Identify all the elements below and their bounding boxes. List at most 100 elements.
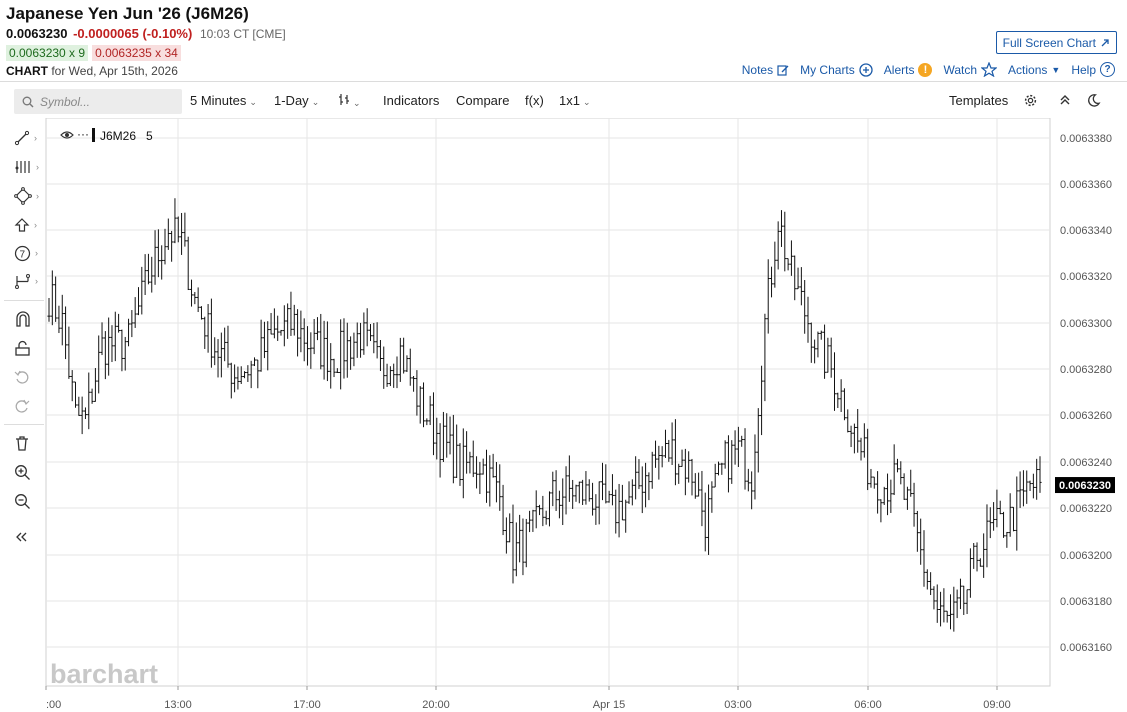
chart-legend[interactable]: ··· J6M26 5 (60, 127, 153, 143)
ohlc-bar (110, 325, 114, 363)
ohlc-bar (160, 245, 164, 280)
ohlc-bar (527, 510, 532, 533)
ohlc-bar (382, 346, 386, 389)
function-button[interactable]: f(x) (525, 93, 544, 108)
search-icon (22, 96, 34, 107)
ohlc-bar (713, 463, 717, 488)
ohlc-bar (322, 320, 326, 380)
ohlc-bar (428, 395, 432, 426)
fib-tool-button[interactable]: › (14, 156, 44, 178)
ohlc-bar (972, 543, 976, 569)
ohlc-bar (763, 313, 767, 402)
range-dropdown[interactable]: 1-Day ⌄ (274, 93, 319, 108)
ohlc-bar (663, 429, 668, 458)
top-links: Notes My Charts Alerts ! Watch Actions ▼… (742, 62, 1115, 77)
ohlc-bar (875, 471, 880, 514)
zoom-out-button[interactable] (14, 490, 44, 512)
ohlc-bar (349, 336, 353, 370)
help-link[interactable]: Help ? (1071, 62, 1115, 77)
alerts-link[interactable]: Alerts ! (884, 62, 933, 77)
help-label: Help (1071, 62, 1096, 77)
ohlc-bar (130, 310, 134, 338)
ohlc-bar (156, 229, 160, 278)
ohlc-bar (358, 322, 363, 358)
ohlc-bar (624, 499, 628, 533)
dark-mode-toggle[interactable] (1086, 93, 1101, 111)
line-tool-button[interactable]: › (14, 127, 44, 149)
tool-divider (4, 300, 44, 301)
ohlc-bar (597, 481, 601, 525)
ohlc-bar (398, 337, 402, 382)
ohlc-bar (700, 470, 704, 527)
redo-button[interactable] (14, 395, 44, 417)
ohlc-bar (402, 337, 406, 374)
magnet-icon (16, 311, 30, 327)
ohlc-bar (233, 364, 237, 393)
ohlc-bar (1005, 531, 1009, 548)
ohlc-bar (319, 313, 323, 370)
ohlc-bar (849, 425, 853, 448)
ohlc-bar (1018, 471, 1022, 508)
measure-tool-button[interactable]: › (14, 270, 44, 292)
price-chart[interactable]: barchart 0.0063380 0.0063360 0.0063340 0.00… (0, 117, 1127, 712)
star-icon (981, 62, 998, 77)
lock-button[interactable] (14, 337, 44, 359)
y-tick-label: 0.0063280 (1060, 364, 1112, 376)
compare-button[interactable]: Compare (456, 93, 510, 108)
ohlc-bar (508, 513, 512, 543)
ohlc-bar (242, 371, 247, 379)
delete-button[interactable] (14, 432, 44, 454)
ohlc-bar (902, 473, 906, 500)
ohlc-bar (839, 379, 843, 412)
ohlc-bar (388, 366, 392, 387)
symbol-search-input[interactable]: Symbol... (14, 89, 182, 114)
templates-button[interactable]: Templates (949, 93, 1009, 108)
ohlc-bar (166, 218, 170, 250)
last-price-tag-label: 0.0063230 (1059, 480, 1111, 492)
my-charts-link[interactable]: My Charts (800, 63, 873, 77)
ohlc-bar (958, 578, 963, 610)
ohlc-bar (196, 287, 200, 313)
ohlc-bar (793, 255, 797, 301)
ohlc-bar (126, 318, 131, 347)
ohlc-bar (461, 428, 465, 499)
ohlc-bar (816, 331, 820, 358)
layout-dropdown[interactable]: 1x1 ⌄ (559, 93, 591, 108)
counter-tool-button[interactable]: 7 › (14, 242, 44, 264)
eye-icon[interactable] (60, 131, 74, 139)
watch-link[interactable]: Watch (943, 62, 998, 77)
ohlc-bar (806, 296, 810, 343)
bid-quote: 0.0063230 x 9 (6, 45, 89, 61)
magnet-button[interactable] (14, 308, 44, 330)
ohlc-bar (683, 448, 687, 496)
indicators-button[interactable]: Indicators (383, 93, 440, 108)
collapse-button[interactable] (1058, 93, 1072, 110)
shape-tool-button[interactable]: › (14, 185, 44, 207)
ohlc-bar (256, 359, 260, 389)
chart-canvas[interactable]: barchart 0.00633800.00633600.00633400.00… (0, 117, 1127, 712)
full-screen-chart-button[interactable]: Full Screen Chart (995, 31, 1117, 54)
interval-dropdown[interactable]: 5 Minutes ⌄ (190, 93, 257, 108)
notes-link[interactable]: Notes (742, 63, 789, 77)
ohlc-bar (627, 481, 631, 504)
ohlc-bar (703, 492, 707, 552)
ohlc-bar (511, 504, 515, 584)
settings-button[interactable] (1023, 93, 1038, 111)
undo-button[interactable] (14, 366, 44, 388)
layout-label: 1x1 (559, 93, 580, 108)
ohlc-bar (730, 440, 734, 484)
arrow-tool-button[interactable]: › (14, 214, 44, 236)
actions-menu[interactable]: Actions ▼ (1008, 63, 1060, 77)
ohlc-bar (892, 444, 896, 496)
legend-interval: 5 (146, 129, 153, 143)
quote-time: 10:03 CT [CME] (199, 27, 286, 41)
help-icon: ? (1100, 62, 1115, 77)
y-tick-label: 0.0063160 (1060, 642, 1112, 654)
my-charts-label: My Charts (800, 62, 855, 77)
ohlc-bar (435, 417, 439, 460)
ohlc-bar (922, 530, 926, 587)
ohlc-bar (325, 321, 330, 382)
collapse-panel-button[interactable] (14, 526, 44, 548)
zoom-in-button[interactable] (14, 461, 44, 483)
chart-type-dropdown[interactable]: ⌄ (338, 93, 361, 109)
